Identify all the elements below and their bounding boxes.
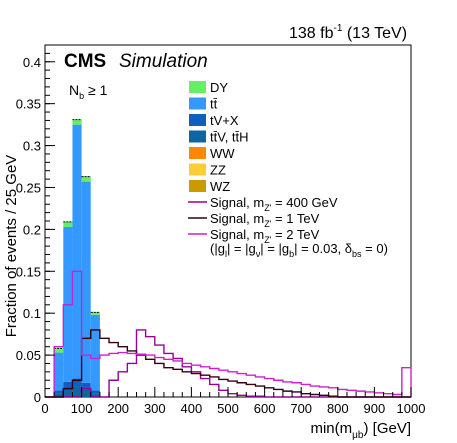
bar-2-0 [54, 353, 63, 391]
bar-0-2 [72, 387, 81, 397]
bar-3-2 [72, 120, 81, 125]
x-tick-label-4: 400 [181, 401, 203, 416]
legend-swatch-ww [189, 147, 206, 159]
x-tick-label-0: 0 [41, 401, 48, 416]
bar-1-1 [63, 382, 72, 389]
legend-label-wz: WZ [210, 179, 230, 194]
y-tick-label-0: 0 [34, 390, 41, 405]
bar-0-3 [82, 389, 91, 397]
legend-label-tt: tt̄ [210, 97, 218, 112]
y-tick-label-2: 0.1 [23, 306, 41, 321]
bar-0-1 [63, 389, 72, 397]
legend-label-tvx: tV+X [210, 113, 239, 128]
x-tick-label-7: 700 [290, 401, 312, 416]
x-axis-label: min(mμb) [GeV] [310, 420, 411, 441]
legend-label-zz: ZZ [210, 163, 226, 178]
legend-swatch-tvx [189, 114, 206, 126]
y-tick-label-4: 0.2 [23, 222, 41, 237]
lumi-label: 138 fb-1 (13 TeV) [289, 23, 407, 42]
bar-3-3 [82, 177, 91, 182]
simulation-label: Simulation [119, 51, 208, 72]
legend-swatch-tt [189, 98, 206, 110]
selection-label: Nb ≥ 1 [69, 82, 108, 101]
legend-swatch-zz [189, 164, 206, 176]
bar-2-3 [82, 182, 91, 383]
bar-2-2 [72, 125, 81, 379]
y-axis-label: Fraction of events / 25 GeV [3, 155, 20, 338]
x-tick-label-9: 900 [364, 401, 386, 416]
bar-3-1 [63, 222, 72, 227]
legend-swatch-ttvh [189, 131, 206, 143]
x-tick-label-6: 600 [254, 401, 276, 416]
cms-label: CMS [64, 51, 106, 72]
legend-label-dy: DY [210, 80, 228, 95]
x-tick-label-10: 1000 [397, 401, 426, 416]
bar-1-0 [54, 390, 63, 393]
legend-label-ww: WW [210, 146, 235, 161]
bar-2-4 [91, 315, 100, 390]
bar-1-4 [91, 390, 100, 393]
y-tick-label-8: 0.4 [23, 55, 41, 70]
y-tick-label-6: 0.3 [23, 139, 41, 154]
legend-couplings: (|gl| = |gν| = |gb| = 0.03, δbs = 0) [210, 241, 388, 259]
x-tick-label-2: 200 [107, 401, 129, 416]
legend-swatch-wz [189, 180, 206, 192]
legend-label-ttvh: tt̄V, tt̄H [210, 130, 249, 145]
x-tick-label-3: 300 [144, 401, 166, 416]
y-tick-label-7: 0.35 [16, 97, 41, 112]
x-tick-label-8: 800 [327, 401, 349, 416]
bar-3-0 [54, 348, 63, 352]
x-tick-label-1: 100 [71, 401, 93, 416]
y-tick-label-1: 0.05 [16, 348, 41, 363]
bar-stack-group [54, 120, 100, 397]
legend-swatch-dy [189, 81, 206, 93]
x-tick-label-5: 500 [217, 401, 239, 416]
